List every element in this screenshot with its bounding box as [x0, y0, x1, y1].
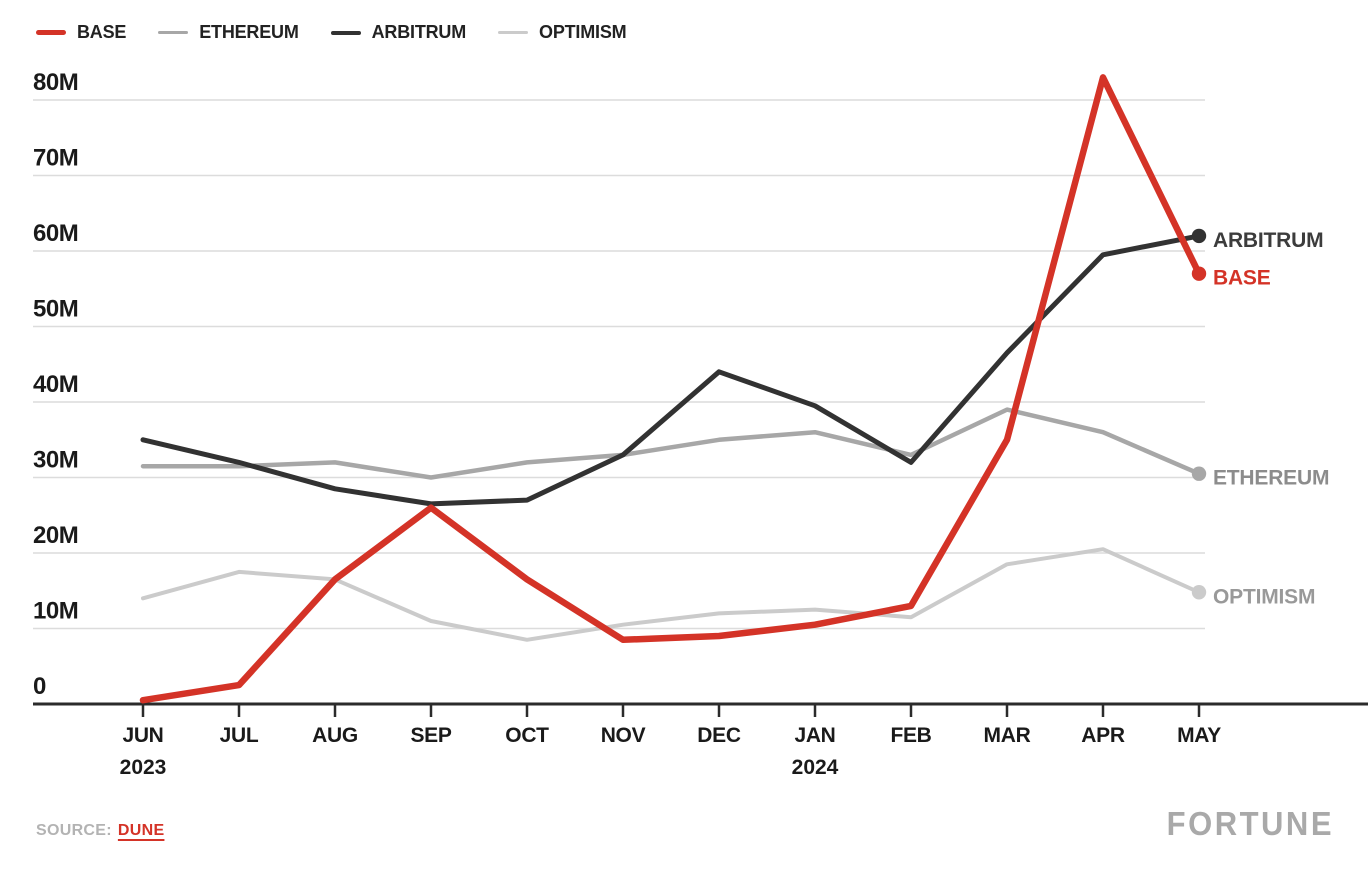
legend-marker-base-icon [36, 30, 66, 35]
x-tick-label-feb: FEB [890, 724, 931, 747]
y-tick-label-0: 0 [33, 673, 46, 700]
x-tick-label-aug: AUG [312, 724, 358, 747]
legend-label-base: BASE [77, 22, 127, 42]
source-link-dune[interactable]: DUNE [117, 822, 165, 839]
legend-label-arbitrum: ARBITRUM [371, 22, 467, 42]
series-end-label-ethereum: ETHEREUM [1213, 467, 1329, 490]
series-line-base [139, 74, 1203, 704]
y-tick-label-20m: 20M [33, 522, 78, 549]
series-end-dot-ethereum [1191, 466, 1207, 481]
legend-label-ethereum: ETHEREUM [199, 22, 299, 42]
legend-item-ethereum: ETHEREUM [158, 22, 299, 43]
x-tick-label-may: MAY [1177, 724, 1221, 747]
y-tick-label-60m: 60M [33, 220, 78, 247]
fortune-logo: FORTUNE [1166, 804, 1334, 843]
source-label: SOURCE: [36, 822, 112, 839]
x-tick-label-jan: JAN [794, 724, 835, 747]
series-end-label-optimism: OPTIMISM [1213, 585, 1315, 608]
legend-item-arbitrum: ARBITRUM [330, 22, 467, 43]
legend-label-optimism: OPTIMISM [539, 22, 627, 42]
source-line: SOURCE: DUNE [36, 822, 164, 840]
series-line-ethereum [140, 407, 1202, 480]
x-tick-label-jun: JUN [122, 724, 163, 747]
y-tick-label-70m: 70M [33, 145, 78, 172]
x-tick-label-nov: NOV [601, 724, 646, 747]
x-tick-label-apr: APR [1081, 724, 1125, 747]
y-tick-label-40m: 40M [33, 371, 78, 398]
series-end-label-base: BASE [1213, 267, 1271, 290]
x-year-label-2023: 2023 [120, 756, 167, 779]
x-tick-label-sep: SEP [410, 724, 451, 747]
x-tick-label-mar: MAR [984, 724, 1031, 747]
x-tick-label-oct: OCT [505, 724, 549, 747]
legend-item-base: BASE [36, 22, 126, 43]
y-tick-label-30m: 30M [33, 447, 78, 474]
legend-marker-arbitrum-icon [330, 30, 361, 35]
series-end-dot-base [1191, 266, 1207, 281]
series-end-label-arbitrum: ARBITRUM [1213, 229, 1323, 252]
x-tick-label-dec: DEC [697, 724, 741, 747]
legend-marker-ethereum-icon [158, 31, 189, 34]
series-line-optimism [141, 547, 1201, 642]
y-tick-label-10m: 10M [33, 598, 78, 625]
series-line-arbitrum [140, 233, 1202, 507]
series-end-dot-arbitrum [1191, 228, 1207, 244]
x-tick-label-jul: JUL [220, 724, 259, 747]
legend-item-optimism: OPTIMISM [498, 22, 627, 43]
x-year-label-2024: 2024 [792, 756, 839, 779]
chart-legend: BASE ETHEREUM ARBITRUM OPTIMISM [36, 22, 658, 43]
y-tick-label-80m: 80M [33, 69, 78, 96]
series-end-dot-optimism [1191, 585, 1207, 600]
y-tick-label-50m: 50M [33, 296, 78, 323]
legend-marker-optimism-icon [498, 31, 529, 34]
